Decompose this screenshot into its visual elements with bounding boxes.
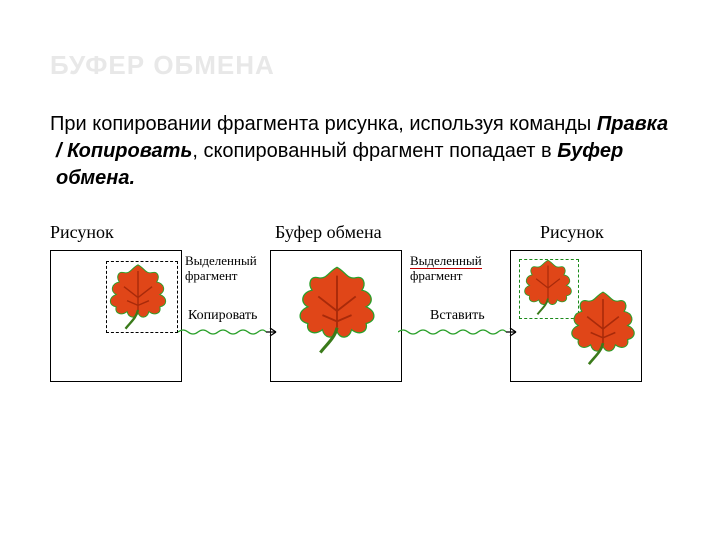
copy-arrow-label: Копировать bbox=[188, 308, 257, 324]
sel-fragment-text-2-line2: фрагмент bbox=[410, 268, 463, 283]
leaf-icon bbox=[99, 257, 177, 335]
sel-fragment-label-2: Выделенный фрагмент bbox=[410, 254, 482, 284]
leaf-icon bbox=[559, 285, 647, 373]
clipboard-diagram: Рисунок Буфер обмена Рисунок bbox=[50, 222, 670, 402]
sel-fragment-text-2-line1: Выделенный bbox=[410, 253, 482, 269]
slide-title: БУФЕР ОБМЕНА bbox=[50, 50, 670, 81]
leaf-icon bbox=[285, 259, 389, 363]
dest-drawing-box bbox=[510, 250, 642, 382]
body-paragraph: При копировании фрагмента рисунка, испол… bbox=[50, 111, 670, 192]
para-mid: , скопированный фрагмент попадает в bbox=[192, 140, 557, 162]
col3-label: Рисунок bbox=[540, 222, 604, 243]
sel-fragment-text-1: Выделенный фрагмент bbox=[185, 253, 257, 283]
col2-label: Буфер обмена bbox=[275, 222, 382, 243]
sel-fragment-label-1: Выделенный фрагмент bbox=[185, 254, 257, 284]
paste-arrow-label: Вставить bbox=[430, 308, 485, 324]
clipboard-box bbox=[270, 250, 402, 382]
para-pre: При копировании фрагмента рисунка, испол… bbox=[50, 113, 597, 135]
source-drawing-box bbox=[50, 250, 182, 382]
col1-label: Рисунок bbox=[50, 222, 114, 243]
